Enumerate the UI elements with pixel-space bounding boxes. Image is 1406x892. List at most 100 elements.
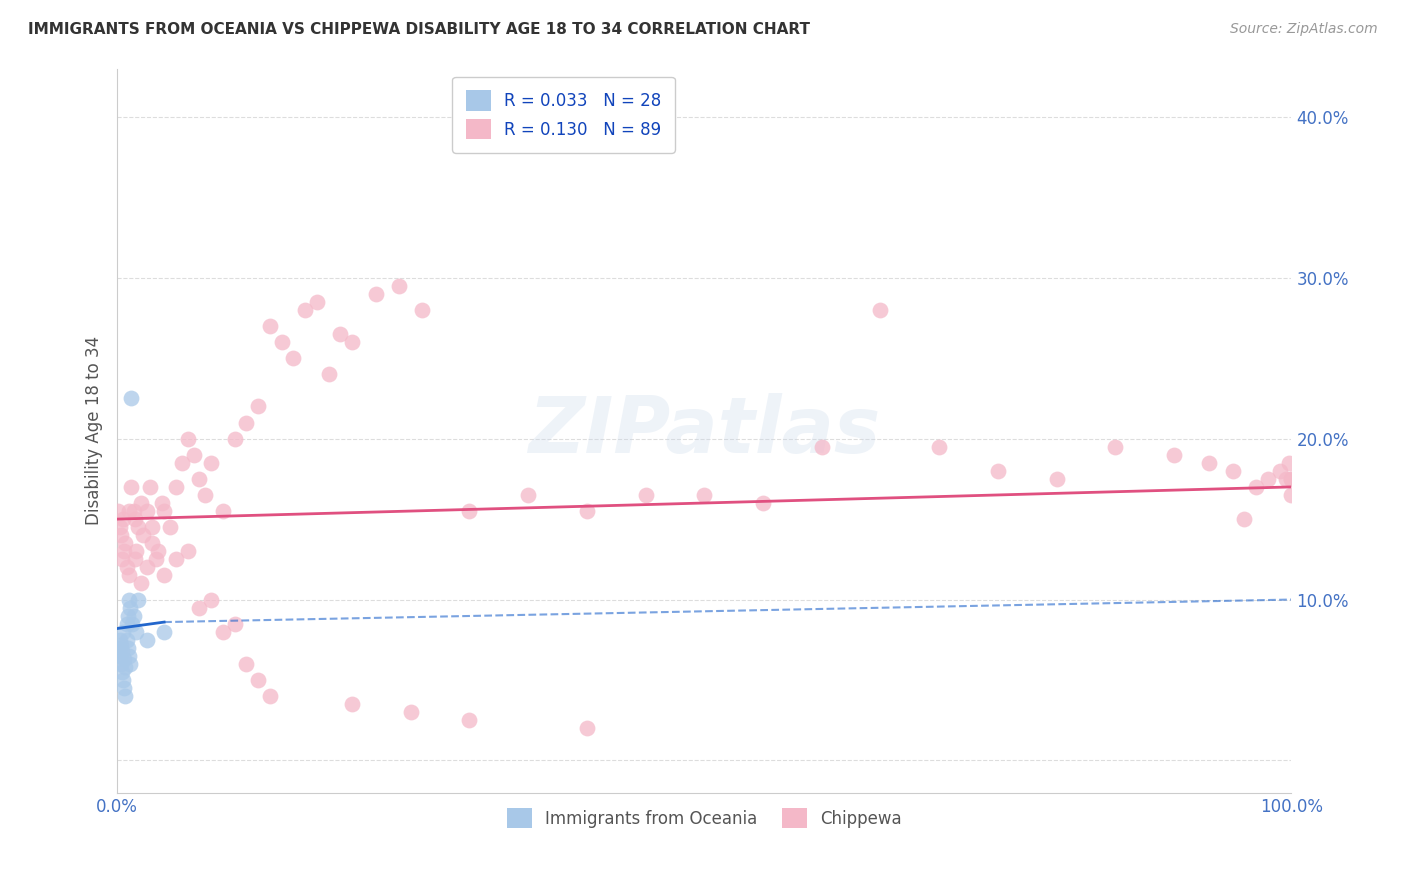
- Point: [135, 632, 157, 647]
- Point: [110, 657, 132, 671]
- Point: [364, 286, 387, 301]
- Point: [634, 488, 657, 502]
- Point: [145, 552, 167, 566]
- Point: [112, 652, 135, 666]
- Point: [259, 318, 281, 333]
- Point: [340, 334, 363, 349]
- Point: [200, 456, 222, 470]
- Point: [752, 496, 775, 510]
- Point: [224, 432, 246, 446]
- Point: [1274, 472, 1296, 486]
- Point: [1281, 488, 1303, 502]
- Point: [1278, 456, 1301, 470]
- Point: [129, 496, 152, 510]
- Point: [212, 624, 235, 639]
- Point: [693, 488, 716, 502]
- Point: [139, 480, 162, 494]
- Point: [114, 536, 136, 550]
- Point: [117, 640, 139, 655]
- Point: [1281, 472, 1303, 486]
- Point: [125, 544, 148, 558]
- Point: [127, 592, 149, 607]
- Point: [399, 705, 422, 719]
- Point: [115, 632, 138, 647]
- Point: [148, 544, 170, 558]
- Point: [107, 640, 129, 655]
- Text: Source: ZipAtlas.com: Source: ZipAtlas.com: [1230, 22, 1378, 37]
- Point: [235, 416, 257, 430]
- Point: [110, 638, 132, 652]
- Point: [340, 697, 363, 711]
- Point: [458, 504, 481, 518]
- Point: [117, 608, 139, 623]
- Text: IMMIGRANTS FROM OCEANIA VS CHIPPEWA DISABILITY AGE 18 TO 34 CORRELATION CHART: IMMIGRANTS FROM OCEANIA VS CHIPPEWA DISA…: [28, 22, 810, 37]
- Point: [112, 624, 135, 639]
- Point: [176, 432, 198, 446]
- Point: [575, 721, 598, 735]
- Point: [141, 520, 163, 534]
- Point: [165, 480, 187, 494]
- Point: [120, 480, 142, 494]
- Point: [114, 689, 136, 703]
- Point: [111, 552, 134, 566]
- Point: [114, 660, 136, 674]
- Point: [1244, 480, 1267, 494]
- Point: [124, 552, 146, 566]
- Point: [121, 616, 143, 631]
- Point: [318, 368, 340, 382]
- Point: [122, 504, 145, 518]
- Point: [108, 648, 131, 663]
- Y-axis label: Disability Age 18 to 34: Disability Age 18 to 34: [86, 336, 103, 525]
- Point: [118, 648, 141, 663]
- Point: [141, 536, 163, 550]
- Point: [575, 504, 598, 518]
- Point: [118, 504, 141, 518]
- Legend: Immigrants from Oceania, Chippewa: Immigrants from Oceania, Chippewa: [501, 801, 908, 835]
- Point: [125, 624, 148, 639]
- Point: [135, 504, 157, 518]
- Point: [118, 592, 141, 607]
- Point: [200, 592, 222, 607]
- Point: [188, 600, 211, 615]
- Point: [112, 512, 135, 526]
- Point: [1104, 440, 1126, 454]
- Text: ZIPatlas: ZIPatlas: [529, 392, 880, 468]
- Point: [1233, 512, 1256, 526]
- Point: [108, 520, 131, 534]
- Point: [1163, 448, 1185, 462]
- Point: [112, 673, 135, 687]
- Point: [283, 351, 305, 366]
- Point: [112, 544, 135, 558]
- Point: [329, 326, 352, 341]
- Point: [810, 440, 832, 454]
- Point: [135, 560, 157, 574]
- Point: [247, 673, 270, 687]
- Point: [1281, 472, 1303, 486]
- Point: [1045, 472, 1067, 486]
- Point: [1198, 456, 1220, 470]
- Point: [153, 568, 176, 582]
- Point: [107, 504, 129, 518]
- Point: [388, 278, 411, 293]
- Point: [115, 616, 138, 631]
- Point: [118, 568, 141, 582]
- Point: [247, 400, 270, 414]
- Point: [111, 644, 134, 658]
- Point: [183, 448, 205, 462]
- Point: [212, 504, 235, 518]
- Point: [305, 294, 328, 309]
- Point: [120, 657, 142, 671]
- Point: [112, 681, 135, 695]
- Point: [153, 504, 176, 518]
- Point: [517, 488, 540, 502]
- Point: [127, 520, 149, 534]
- Point: [928, 440, 950, 454]
- Point: [115, 560, 138, 574]
- Point: [235, 657, 257, 671]
- Point: [150, 496, 173, 510]
- Point: [165, 552, 187, 566]
- Point: [132, 528, 155, 542]
- Point: [111, 665, 134, 679]
- Point: [294, 302, 316, 317]
- Point: [194, 488, 217, 502]
